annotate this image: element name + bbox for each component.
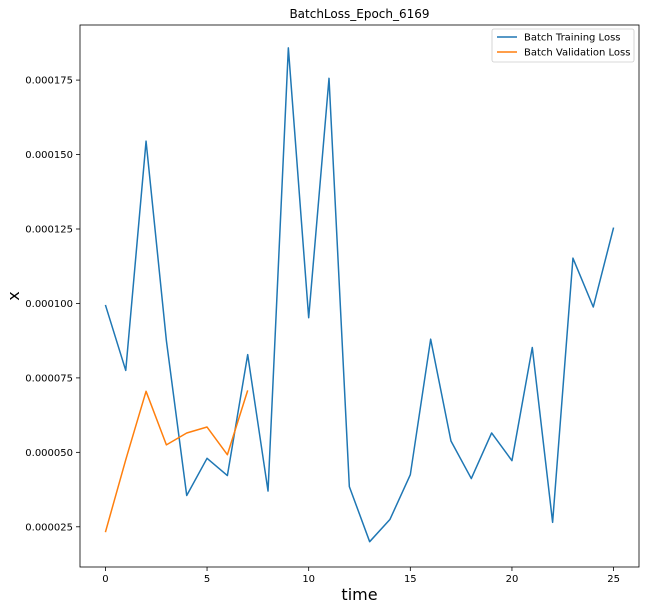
chart-title: BatchLoss_Epoch_6169 <box>289 7 429 21</box>
y-tick-label: 0.000025 <box>25 522 73 533</box>
y-tick-label: 0.000075 <box>25 373 73 384</box>
y-tick-label: 0.000050 <box>25 448 73 459</box>
plot-area <box>104 47 615 543</box>
legend: Batch Training Loss Batch Validation Loss <box>491 28 635 63</box>
legend-entry-label: Batch Training Loss <box>524 33 621 44</box>
series-line-1 <box>104 390 249 533</box>
y-axis: 0.000025 0.000050 0.000075 0.000100 0.000125… <box>25 76 80 533</box>
x-tick-label: 15 <box>404 574 417 585</box>
x-tick-label: 10 <box>302 574 315 585</box>
series-line-0 <box>104 47 615 543</box>
legend-entry-label: Batch Validation Loss <box>524 48 630 59</box>
y-tick-label: 0.000150 <box>25 150 73 161</box>
x-axis-label: time <box>341 585 377 604</box>
y-tick-label: 0.000125 <box>25 224 73 235</box>
legend-box <box>491 28 635 63</box>
x-tick-label: 25 <box>607 574 620 585</box>
y-tick-label: 0.000100 <box>25 299 73 310</box>
x-tick-label: 0 <box>102 574 108 585</box>
x-axis: 0 5 10 15 20 25 <box>102 567 620 585</box>
plot-frame <box>79 24 640 568</box>
y-axis-label: x <box>4 291 23 300</box>
x-tick-label: 20 <box>506 574 519 585</box>
x-tick-label: 5 <box>204 574 210 585</box>
y-tick-label: 0.000175 <box>25 76 73 87</box>
